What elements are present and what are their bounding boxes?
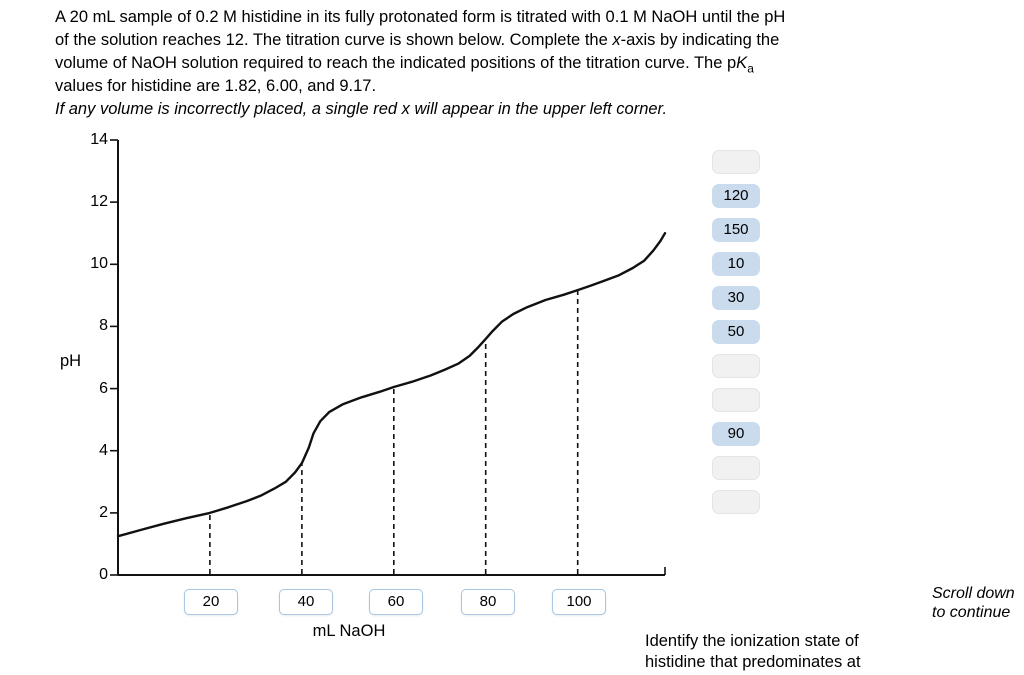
bank-chip[interactable] — [712, 490, 760, 514]
x-axis-chip[interactable]: 80 — [461, 589, 515, 615]
y-tick-label: 4 — [99, 442, 108, 459]
x-axis-title: mL NaOH — [312, 622, 386, 640]
titration-curve — [116, 232, 667, 538]
x-axis-chip[interactable]: 60 — [369, 589, 423, 615]
x-axis-chip[interactable]: 40 — [279, 589, 333, 615]
statement-pka-K: K — [736, 54, 748, 72]
next-question-text: Identify the ionization state of histidi… — [645, 631, 861, 673]
y-tick-label: 12 — [90, 193, 108, 210]
next-question-line-2: histidine that predominates at — [645, 653, 861, 671]
bank-chip[interactable]: 90 — [712, 422, 760, 446]
y-axis-title: pH — [60, 352, 82, 370]
bank-chip[interactable] — [712, 354, 760, 378]
bank-chip[interactable]: 150 — [712, 218, 760, 242]
x-axis-chip[interactable]: 100 — [552, 589, 606, 615]
y-tick-label: 14 — [90, 131, 108, 148]
y-tick-label: 10 — [90, 255, 108, 272]
statement-line-4: values for histidine are 1.82, 6.00, and… — [55, 77, 377, 95]
y-tick-label: 2 — [99, 504, 108, 521]
scroll-hint-line-1: Scroll down — [932, 585, 1015, 602]
y-tick-label: 8 — [99, 317, 108, 334]
statement-line-1: A 20 mL sample of 0.2 M histidine in its… — [55, 8, 786, 26]
bank-chip[interactable] — [712, 150, 760, 174]
statement-pka-sub: a — [747, 61, 754, 76]
bank-chip[interactable]: 120 — [712, 184, 760, 208]
scroll-hint-line-2: to continue — [932, 604, 1011, 621]
statement-italic-x: x — [612, 31, 621, 49]
problem-statement: A 20 mL sample of 0.2 M histidine in its… — [55, 6, 785, 121]
y-tick-label: 6 — [99, 380, 108, 397]
bank-chip[interactable] — [712, 456, 760, 480]
bank-chip[interactable]: 30 — [712, 286, 760, 310]
y-axis-ticks — [110, 139, 118, 576]
dashed-guide-lines — [209, 290, 579, 574]
statement-line-3: volume of NaOH solution required to reac… — [55, 52, 785, 75]
bank-chip[interactable]: 50 — [712, 320, 760, 344]
statement-note: If any volume is incorrectly placed, a s… — [55, 100, 668, 118]
x-axis-chip[interactable]: 20 — [184, 589, 238, 615]
next-question-line-1: Identify the ionization state of — [645, 632, 859, 650]
statement-line-2-pre: of the solution reaches 12. The titratio… — [55, 31, 613, 49]
bank-chip[interactable] — [712, 388, 760, 412]
statement-line-2: of the solution reaches 12. The titratio… — [55, 29, 785, 52]
y-tick-label: 0 — [99, 566, 108, 583]
statement-line-3-pre: volume of NaOH solution required to reac… — [55, 54, 737, 72]
scroll-hint: Scroll down to continue — [932, 584, 1015, 622]
bank-chip[interactable]: 10 — [712, 252, 760, 276]
statement-line-2-post: -axis by indicating the — [620, 31, 780, 49]
